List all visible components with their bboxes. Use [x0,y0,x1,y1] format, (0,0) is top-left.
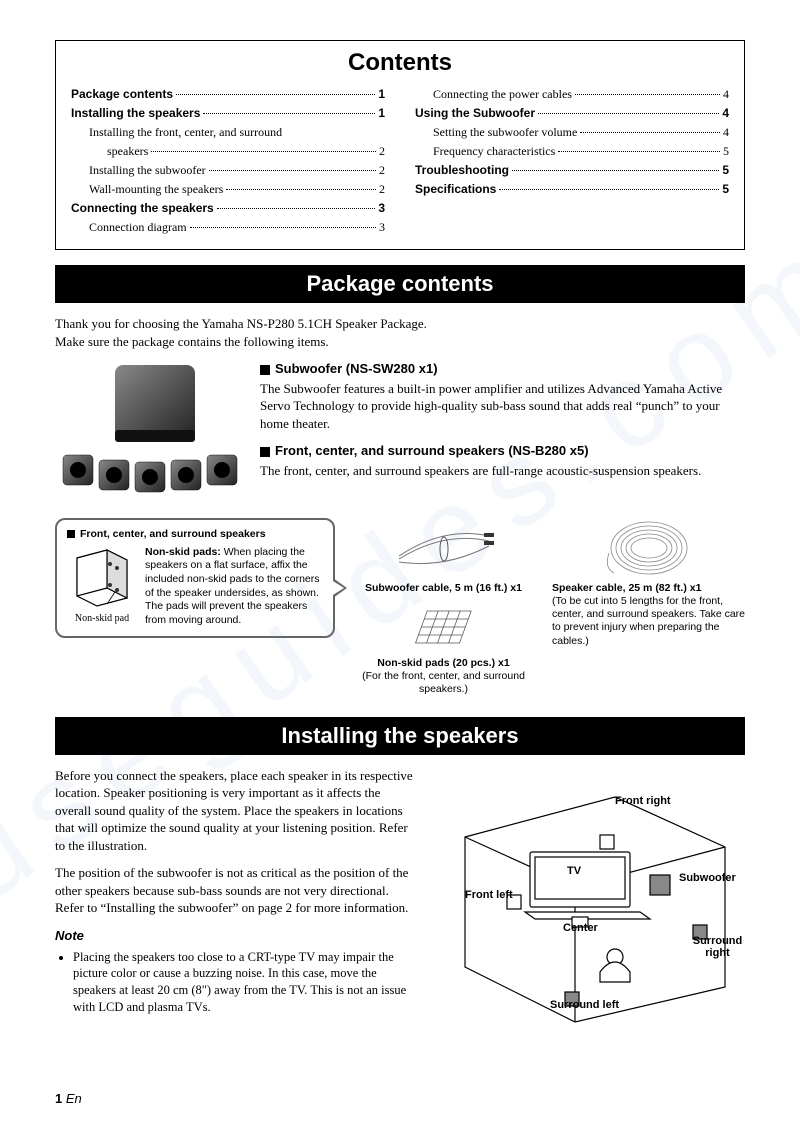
note-label: Note [55,927,415,945]
label-tv: TV [567,865,581,877]
toc-left-column: Package contents1Installing the speakers… [71,85,385,237]
install-text: Before you connect the speakers, place e… [55,767,415,1030]
speakers-desc: The front, center, and surround speakers… [260,462,745,480]
toc-line: speakers 2 [71,142,385,160]
toc-page: 5 [722,180,729,198]
toc-line: Wall-mounting the speakers 2 [71,180,385,198]
toc-line: Connection diagram 3 [71,218,385,236]
note-list: Placing the speakers too close to a CRT-… [55,949,415,1017]
toc-page: 5 [723,142,729,160]
toc-line: Connecting the power cables 4 [415,85,729,103]
toc-page: 2 [379,142,385,160]
toc-line: Connecting the speakers 3 [71,199,385,217]
toc-line: Setting the subwoofer volume 4 [415,123,729,141]
toc-line: Specifications 5 [415,180,729,198]
toc-page: 3 [378,199,385,217]
install-para1: Before you connect the speakers, place e… [55,767,415,855]
speakers-heading: Front, center, and surround speakers (NS… [260,442,745,460]
toc-line: Installing the speakers 1 [71,104,385,122]
accessories-row: Front, center, and surround speakers [55,518,745,697]
toc-label: Connection diagram [89,218,187,236]
toc-line: Package contents 1 [71,85,385,103]
room-diagram: Front right Front left TV Center Subwoof… [435,767,745,1030]
nonskid-pads-desc: (For the front, center, and surround spe… [362,670,525,695]
subwoofer-cable-img [347,518,540,578]
subwoofer-cable-label: Subwoofer cable, 5 m (16 ft.) x1 [365,582,522,594]
install-para2: The position of the subwoofer is not as … [55,864,415,917]
toc-right-column: Connecting the power cables4Using the Su… [415,85,729,237]
toc-page: 4 [723,123,729,141]
callout-speaker-img: Non-skid pad [67,546,137,628]
install-row: Before you connect the speakers, place e… [55,767,745,1030]
label-subwoofer: Subwoofer [679,872,736,884]
speaker-cable-desc: (To be cut into 5 lengths for the front,… [552,595,745,646]
speaker-cable-item: Speaker cable, 25 m (82 ft.) x1 (To be c… [552,518,745,648]
toc-page: 3 [379,218,385,236]
toc-page: 4 [722,104,729,122]
note-item: Placing the speakers too close to a CRT-… [73,949,415,1017]
page-number: 1 En [55,1091,82,1106]
toc-page: 1 [378,104,385,122]
toc-label: Installing the speakers [71,104,200,122]
label-surround-right: Surround right [690,935,745,959]
toc-page: 2 [379,180,385,198]
package-row: Subwoofer (NS-SW280 x1) The Subwoofer fe… [55,360,745,500]
toc-label: Connecting the power cables [433,85,572,103]
nonskid-pads-label: Non-skid pads (20 pcs.) x1 [377,657,509,669]
toc-label: Frequency characteristics [433,142,555,160]
toc-line: Troubleshooting 5 [415,161,729,179]
toc-line: Using the Subwoofer 4 [415,104,729,122]
callout-speaker-label: Non-skid pad [67,612,137,625]
section-header-install: Installing the speakers [55,717,745,755]
toc-line: Installing the front, center, and surrou… [71,123,385,141]
callout-text: Non-skid pads: When placing the speakers… [145,546,323,628]
toc-label: speakers [107,142,148,160]
package-intro-line2: Make sure the package contains the follo… [55,334,329,349]
package-intro: Thank you for choosing the Yamaha NS-P28… [55,315,745,350]
toc-page: 5 [722,161,729,179]
contents-title: Contents [71,49,729,77]
section-header-package: Package contents [55,265,745,303]
toc-page: 1 [378,85,385,103]
label-front-left: Front left [465,889,513,901]
speaker-cable-img [552,518,745,578]
toc-label: Setting the subwoofer volume [433,123,577,141]
package-description: Subwoofer (NS-SW280 x1) The Subwoofer fe… [260,360,745,500]
label-center: Center [563,922,598,934]
toc-label: Package contents [71,85,173,103]
callout-title: Front, center, and surround speakers [67,528,323,542]
nonskid-callout: Front, center, and surround speakers [55,518,335,637]
package-image [55,360,245,500]
toc-label: Wall-mounting the speakers [89,180,223,198]
speaker-cable-label: Speaker cable, 25 m (82 ft.) x1 [552,582,701,594]
nonskid-pads-img [347,603,540,653]
package-intro-line1: Thank you for choosing the Yamaha NS-P28… [55,316,427,331]
callout-pointer [333,578,347,598]
toc-columns: Package contents1Installing the speakers… [71,85,729,237]
toc-label: Specifications [415,180,496,198]
toc-label: Installing the front, center, and surrou… [89,123,282,141]
subwoofer-desc: The Subwoofer features a built-in power … [260,380,745,433]
subwoofer-cable-item: Subwoofer cable, 5 m (16 ft.) x1 Non-ski… [347,518,540,697]
toc-label: Troubleshooting [415,161,509,179]
label-front-right: Front right [615,795,671,807]
subwoofer-heading: Subwoofer (NS-SW280 x1) [260,360,745,378]
toc-page: 4 [723,85,729,103]
toc-line: Installing the subwoofer 2 [71,161,385,179]
toc-page: 2 [379,161,385,179]
toc-line: Frequency characteristics 5 [415,142,729,160]
toc-label: Using the Subwoofer [415,104,535,122]
toc-label: Connecting the speakers [71,199,214,217]
label-surround-left: Surround left [550,999,619,1011]
toc-label: Installing the subwoofer [89,161,206,179]
contents-box: Contents Package contents1Installing the… [55,40,745,250]
